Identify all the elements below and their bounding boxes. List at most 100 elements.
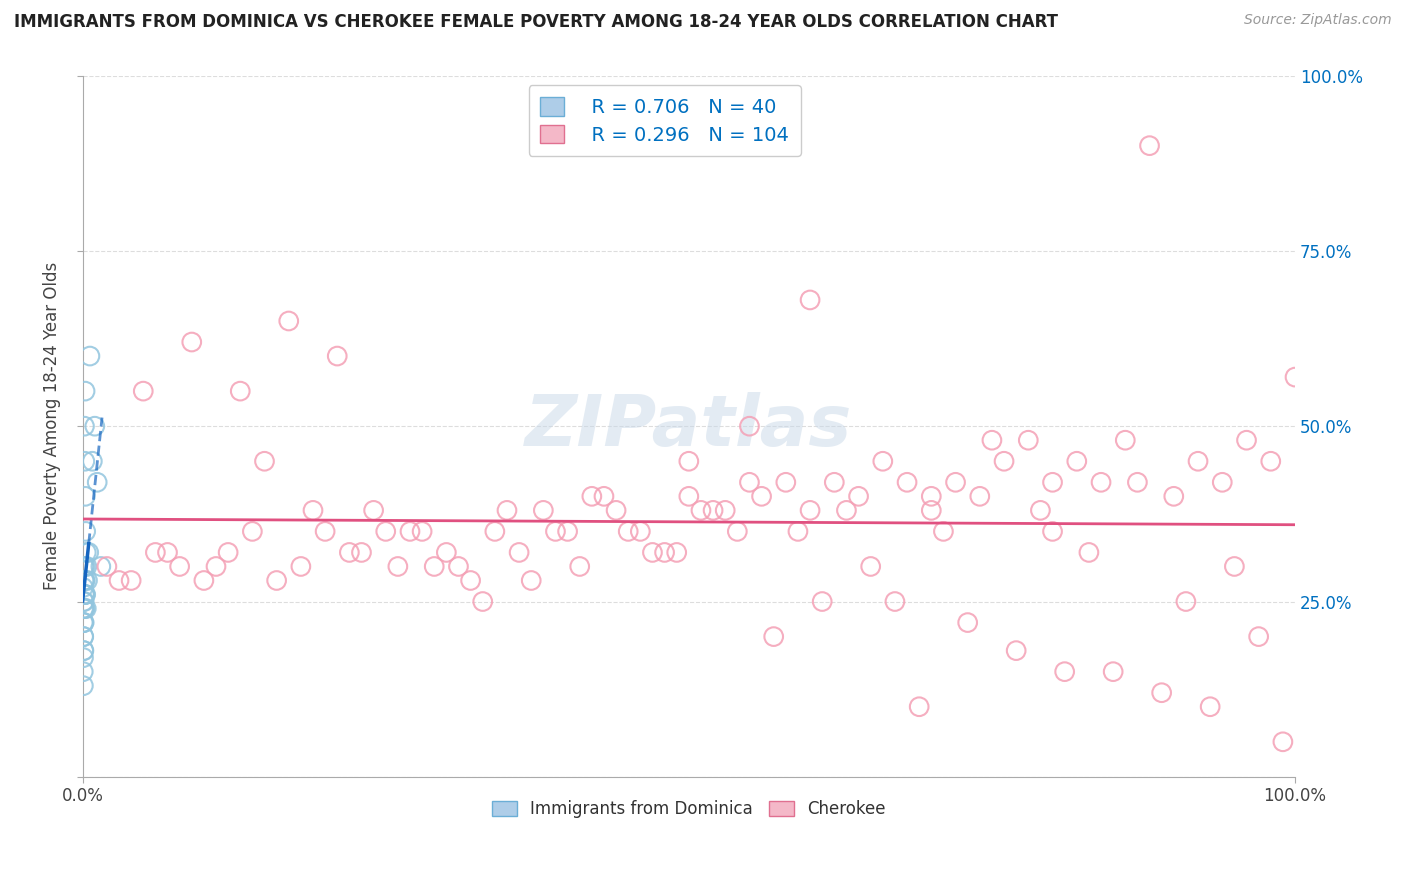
Point [90,559,112,574]
Point [531,503,554,517]
Point [73,601,96,615]
Point [132,384,155,398]
Point [108,574,131,588]
Point [1223,559,1246,574]
Point [484,524,506,539]
Point [75,574,97,588]
Point [714,503,737,517]
Point [544,524,567,539]
Point [76,559,98,574]
Point [314,524,336,539]
Point [932,524,955,539]
Point [73,643,96,657]
Point [628,524,651,539]
Point [787,524,810,539]
Point [72,581,94,595]
Point [884,594,907,608]
Point [156,545,179,559]
Legend: Immigrants from Dominica, Cherokee: Immigrants from Dominica, Cherokee [485,793,893,824]
Point [302,503,325,517]
Point [423,559,446,574]
Point [1066,454,1088,468]
Point [581,489,603,503]
Point [508,545,530,559]
Point [751,489,773,503]
Point [1271,735,1294,749]
Point [665,545,688,559]
Point [1102,665,1125,679]
Point [460,574,482,588]
Point [872,454,894,468]
Point [73,574,96,588]
Point [1163,489,1185,503]
Point [72,630,94,644]
Point [1042,475,1064,490]
Point [641,545,664,559]
Point [908,699,931,714]
Point [654,545,676,559]
Point [1090,475,1112,490]
Point [605,503,627,517]
Point [848,489,870,503]
Point [75,601,97,615]
Point [617,524,640,539]
Point [75,545,97,559]
Point [738,475,761,490]
Point [253,454,276,468]
Point [205,559,228,574]
Point [76,574,98,588]
Point [1284,370,1306,384]
Point [86,475,108,490]
Point [678,454,700,468]
Point [96,559,118,574]
Point [678,489,700,503]
Point [520,574,543,588]
Point [896,475,918,490]
Point [75,587,97,601]
Point [73,601,96,615]
Point [799,293,821,307]
Point [568,559,591,574]
Point [73,615,96,630]
Point [471,594,494,608]
Point [72,594,94,608]
Point [73,574,96,588]
Point [725,524,748,539]
Point [266,574,288,588]
Point [72,679,94,693]
Point [1260,454,1282,468]
Point [1174,594,1197,608]
Point [702,503,724,517]
Point [77,545,100,559]
Point [945,475,967,490]
Point [411,524,433,539]
Point [593,489,616,503]
Point [82,454,104,468]
Point [969,489,991,503]
Point [75,524,97,539]
Point [557,524,579,539]
Point [1211,475,1233,490]
Point [920,489,942,503]
Point [762,630,785,644]
Point [1236,434,1258,448]
Point [73,630,96,644]
Point [1042,524,1064,539]
Point [229,384,252,398]
Point [1126,475,1149,490]
Point [73,419,96,434]
Point [79,349,101,363]
Point [72,665,94,679]
Point [169,559,191,574]
Point [920,503,942,517]
Point [496,503,519,517]
Text: Source: ZipAtlas.com: Source: ZipAtlas.com [1244,13,1392,28]
Point [993,454,1015,468]
Point [193,574,215,588]
Point [823,475,845,490]
Point [73,587,96,601]
Point [1017,434,1039,448]
Point [363,503,385,517]
Point [180,334,202,349]
Point [290,559,312,574]
